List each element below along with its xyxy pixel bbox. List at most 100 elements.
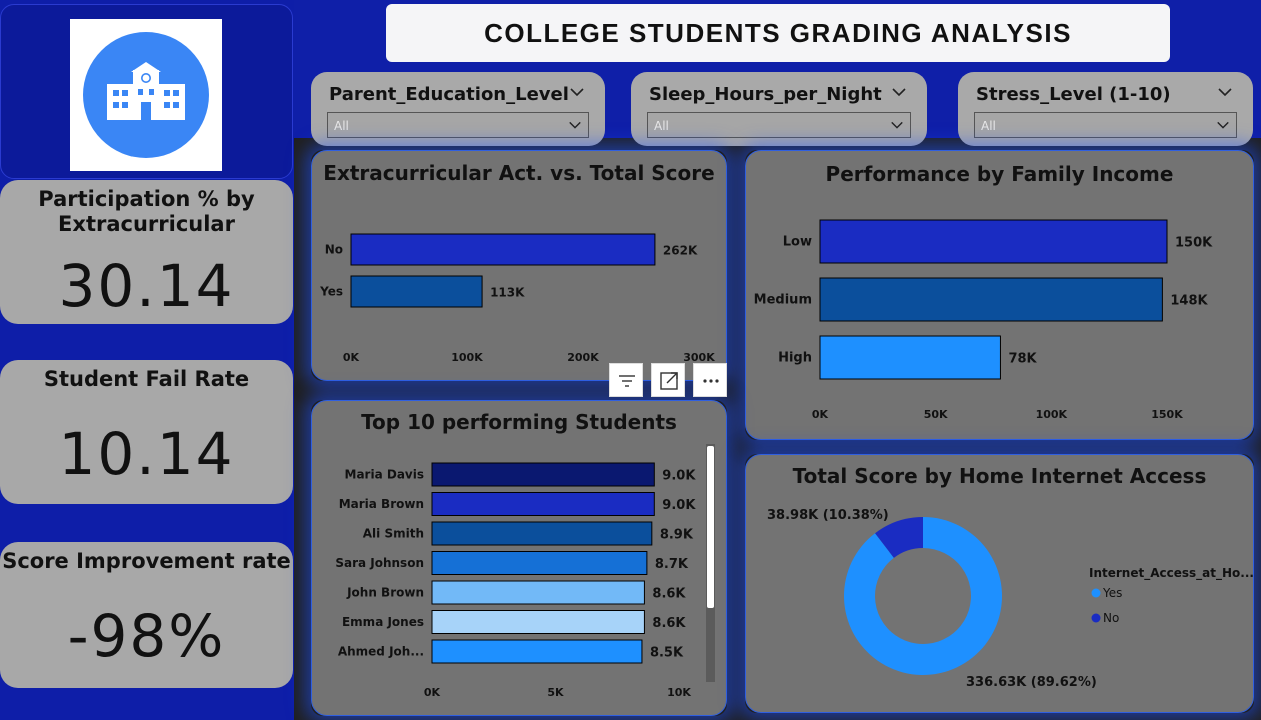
- category-label: Yes: [319, 285, 343, 299]
- slicer-label: Sleep_Hours_per_Night: [649, 84, 882, 105]
- bar: [431, 521, 653, 546]
- data-label: 78K: [1008, 352, 1037, 367]
- bar: [431, 580, 645, 605]
- bar: [431, 551, 648, 575]
- kpi-value: -98%: [67, 602, 226, 670]
- bar: [350, 275, 483, 308]
- chart-internet-access: 336.63K (89.62%) 38.98K (10.38%) Internet_…: [767, 508, 1253, 690]
- logo-card: [0, 4, 293, 179]
- bar: [431, 492, 655, 516]
- chart-title: Top 10 performing Students: [361, 410, 677, 434]
- logo-circle: [83, 32, 209, 158]
- slicer-value: All: [334, 119, 349, 133]
- slicer-stress-level[interactable]: Stress_Level (1-10) All: [958, 72, 1253, 146]
- chevron-down-icon[interactable]: [1217, 84, 1233, 100]
- kpi-title: Score Improvement rate: [2, 549, 291, 573]
- bar: [819, 277, 1163, 322]
- school-building-icon: [107, 62, 185, 120]
- kpi-title: Participation % by: [38, 187, 255, 211]
- chart-family-income-card[interactable]: Performance by Family Income Low 150K Medi…: [745, 150, 1254, 440]
- tick-label: 100K: [1036, 408, 1068, 421]
- tick-label: 0K: [343, 351, 360, 364]
- more-options-button[interactable]: [693, 363, 727, 397]
- category-label: High: [778, 351, 812, 366]
- data-label: 9.0K: [662, 469, 696, 484]
- bar: [350, 233, 656, 266]
- bar: [819, 335, 1001, 380]
- tick-label: 0K: [812, 408, 829, 421]
- chart-extracurricular-card[interactable]: Extracurricular Act. vs. Total Score No 2…: [311, 150, 727, 381]
- data-label: 8.6K: [652, 587, 686, 602]
- bar: [431, 639, 643, 664]
- data-label: 113K: [490, 286, 525, 300]
- data-label: 8.6K: [652, 616, 686, 631]
- slicer-dropdown[interactable]: All: [647, 112, 911, 138]
- legend-label: Yes: [1102, 586, 1122, 600]
- data-label: 148K: [1170, 294, 1208, 309]
- category-label: Maria Davis: [345, 468, 424, 482]
- chart-top-students: Maria Davis 9.0K Maria Brown 9.0K Ali Smith 8…: [335, 462, 696, 699]
- slicer-value: All: [981, 119, 996, 133]
- category-label: John Brown: [346, 586, 424, 600]
- category-label: Maria Brown: [339, 497, 424, 511]
- legend-marker: [1091, 588, 1101, 598]
- filter-icon: [619, 375, 635, 387]
- data-label: 8.9K: [660, 528, 694, 543]
- slicer-sleep-hours[interactable]: Sleep_Hours_per_Night All: [631, 72, 927, 146]
- chart-title: Extracurricular Act. vs. Total Score: [323, 161, 715, 185]
- slicer-label: Parent_Education_Level: [329, 84, 569, 105]
- data-label: 262K: [663, 244, 698, 258]
- slicer-dropdown[interactable]: All: [327, 112, 589, 138]
- kpi-title: Student Fail Rate: [43, 367, 250, 391]
- kpi-fail-rate: Student Fail Rate 10.14: [0, 360, 293, 504]
- pie-slice: [875, 517, 923, 558]
- scrollbar[interactable]: [706, 444, 715, 682]
- data-label: 8.5K: [650, 646, 684, 661]
- kpi-title-line2: Extracurricular: [58, 212, 235, 236]
- data-label: 150K: [1175, 236, 1213, 251]
- chart-family-income: Low 150K Medium 148K High 78K 0K 50K 100K 150K: [754, 219, 1213, 421]
- category-label: Emma Jones: [342, 615, 424, 629]
- tick-label: 5K: [547, 686, 564, 699]
- focus-mode-icon: [660, 372, 678, 390]
- tick-label: 300K: [683, 351, 715, 364]
- slicer-value: All: [654, 119, 669, 133]
- scrollbar-thumb[interactable]: [707, 446, 714, 608]
- data-label: 38.98K (10.38%): [767, 508, 889, 523]
- chevron-down-icon[interactable]: [891, 84, 907, 100]
- bar: [431, 610, 645, 634]
- category-label: No: [325, 243, 343, 257]
- pie-slice: [844, 517, 1002, 675]
- report-title-box: COLLEGE STUDENTS GRADING ANALYSIS: [386, 4, 1170, 62]
- kpi-score-improvement: Score Improvement rate -98%: [0, 542, 293, 688]
- tick-label: 100K: [451, 351, 483, 364]
- data-label: 336.63K (89.62%): [966, 675, 1097, 690]
- report-title: COLLEGE STUDENTS GRADING ANALYSIS: [484, 18, 1072, 48]
- bar: [431, 462, 655, 487]
- kpi-value: 10.14: [58, 420, 235, 488]
- slicer-dropdown[interactable]: All: [974, 112, 1237, 138]
- category-label: Sara Johnson: [335, 556, 424, 570]
- tick-label: 200K: [567, 351, 599, 364]
- chart-internet-access-card[interactable]: Total Score by Home Internet Access 336.…: [745, 454, 1254, 713]
- tick-label: 0K: [424, 686, 441, 699]
- legend-marker: [1091, 613, 1101, 623]
- chevron-down-icon[interactable]: [569, 84, 585, 100]
- focus-mode-button[interactable]: [651, 363, 685, 397]
- visual-toolbar: [609, 363, 727, 397]
- kpi-participation: Participation % by Extracurricular 30.14: [0, 180, 293, 324]
- slicer-parent-education[interactable]: Parent_Education_Level All: [311, 72, 605, 146]
- chevron-down-icon: [891, 121, 903, 129]
- chevron-down-icon: [1217, 121, 1229, 129]
- data-label: 9.0K: [662, 498, 696, 513]
- slicer-label: Stress_Level (1-10): [976, 84, 1171, 105]
- chart-extracurricular: No 262K Yes 113K 0K 100K 200K 300K: [319, 233, 715, 364]
- legend-label: No: [1103, 611, 1119, 625]
- more-options-icon: [703, 379, 719, 383]
- logo: [70, 19, 222, 171]
- filter-button[interactable]: [609, 363, 643, 397]
- tick-label: 50K: [924, 408, 948, 421]
- chart-title: Total Score by Home Internet Access: [792, 464, 1207, 488]
- chart-top-students-card[interactable]: Top 10 performing Students Maria Davis 9.…: [311, 400, 727, 716]
- chevron-down-icon: [569, 121, 581, 129]
